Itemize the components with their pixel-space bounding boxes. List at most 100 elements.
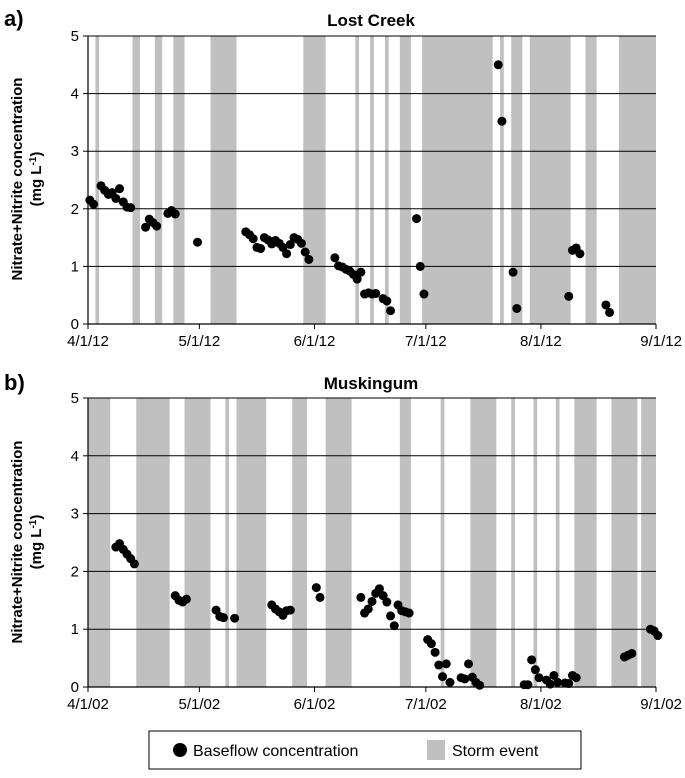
gridlines	[88, 397, 656, 688]
baseflow-point-40	[438, 672, 448, 682]
y-axis-label-main: Nitrate+Nitrite concentration	[9, 441, 26, 644]
axes	[87, 36, 656, 325]
y-axis-unit-close: )	[28, 515, 45, 520]
storm-event-10	[511, 398, 515, 687]
storm-event-13	[529, 36, 571, 324]
baseflow-point-17	[170, 209, 180, 219]
baseflow-point-53	[415, 261, 425, 271]
baseflow-point-44	[460, 674, 470, 684]
legend: Baseflow concentration Storm event	[148, 730, 582, 770]
y-tick-label-5: 5	[71, 28, 79, 45]
baseflow-point-1	[89, 199, 99, 209]
panel-muskingum: b) Muskingum Nitrate+Nitrite concentrati…	[4, 370, 682, 713]
baseflow-point-10	[126, 203, 136, 213]
storm-event-9	[399, 36, 411, 324]
baseflow-point-45	[464, 659, 474, 669]
baseflow-point-25	[367, 596, 377, 606]
baseflow-point-44	[356, 267, 366, 277]
baseflow-point-13	[230, 613, 240, 623]
baseflow-point-63	[601, 300, 611, 310]
baseflow-point-12	[219, 613, 229, 623]
baseflow-point-67	[653, 631, 663, 641]
y-tick-label-0: 0	[71, 679, 79, 696]
panel-label-b: b)	[4, 370, 25, 395]
y-tick-label-1: 1	[71, 621, 79, 638]
baseflow-point-27	[374, 584, 384, 594]
storm-event-3	[225, 398, 230, 687]
x-tick-label-3: 7/1/12	[405, 333, 447, 350]
baseflow-points	[85, 60, 615, 317]
y-axis-unit: (mg L	[28, 166, 45, 207]
y-axis-label-lost-creek: Nitrate+Nitrite concentration	[9, 78, 26, 281]
x-tick-label-0: 4/1/12	[67, 333, 109, 350]
x-tick-label-1: 5/1/12	[179, 333, 221, 350]
x-tick-label-5: 9/1/02	[640, 696, 682, 713]
storm-event-15	[641, 398, 656, 687]
baseflow-point-48	[475, 680, 485, 690]
y-tick-label-3: 3	[71, 143, 79, 160]
panel-lost-creek: a) Lost Creek Nitrate+Nitrite concentrat…	[4, 6, 682, 350]
legend-storm-label: Storm event	[452, 743, 539, 760]
baseflow-point-54	[419, 289, 429, 299]
baseflow-point-42	[445, 677, 455, 687]
y-tick-label-3: 3	[71, 506, 79, 523]
y-axis-unit-lost-creek: (mg L-1)	[28, 152, 46, 207]
baseflow-point-64	[605, 307, 615, 317]
y-tick-label-4: 4	[71, 86, 79, 103]
baseflow-point-56	[497, 116, 507, 126]
baseflow-point-29	[382, 597, 392, 607]
baseflow-point-31	[285, 240, 295, 250]
storm-event-2	[184, 398, 211, 687]
baseflow-point-39	[434, 660, 444, 670]
x-tick-label-2: 6/1/12	[294, 333, 336, 350]
y-tick-labels: 0 1 2 3 4 5	[71, 28, 88, 333]
baseflow-point-51	[386, 306, 396, 316]
baseflow-point-58	[512, 303, 522, 313]
y-tick-label-5: 5	[71, 390, 79, 407]
baseflow-point-55	[493, 60, 503, 70]
baseflow-point-36	[304, 254, 314, 264]
storm-event-14	[585, 36, 597, 324]
storm-event-15	[618, 36, 656, 324]
y-axis-unit-close: )	[28, 152, 45, 157]
baseflow-point-50	[523, 680, 533, 690]
legend-baseflow-marker	[173, 743, 187, 757]
y-axis-label-main: Nitrate+Nitrite concentration	[9, 78, 26, 281]
baseflow-point-59	[564, 291, 574, 301]
storm-event-11	[500, 36, 504, 324]
storm-event-8	[384, 36, 389, 324]
baseflow-point-41	[441, 659, 451, 669]
baseflow-point-31	[389, 621, 399, 631]
baseflow-point-37	[330, 253, 340, 263]
storm-event-11	[533, 398, 538, 687]
baseflow-point-61	[571, 673, 581, 683]
baseflow-point-37	[426, 639, 436, 649]
baseflow-point-30	[282, 249, 292, 259]
storm-event-14	[611, 398, 638, 687]
baseflow-point-5	[129, 559, 139, 569]
baseflow-point-21	[315, 592, 325, 602]
axes	[87, 398, 656, 688]
baseflow-point-43	[352, 274, 362, 284]
baseflow-point-64	[627, 648, 637, 658]
storm-event-1	[132, 36, 140, 324]
storm-events	[88, 398, 656, 687]
baseflow-point-57	[553, 677, 563, 687]
baseflow-points	[111, 539, 663, 690]
y-axis-label-muskingum: Nitrate+Nitrite concentration	[9, 441, 26, 644]
x-tick-label-2: 6/1/02	[294, 696, 336, 713]
x-tick-label-4: 8/1/12	[520, 333, 562, 350]
storm-event-0	[95, 36, 100, 324]
baseflow-point-14	[152, 221, 162, 231]
storm-event-0	[88, 398, 111, 687]
baseflow-point-56	[549, 670, 559, 680]
baseflow-point-22	[356, 592, 366, 602]
y-tick-labels: 0 1 2 3 4 5	[71, 390, 88, 696]
y-tick-label-4: 4	[71, 448, 79, 465]
baseflow-point-62	[575, 249, 585, 259]
baseflow-point-34	[296, 238, 306, 248]
storm-event-2	[154, 36, 163, 324]
baseflow-point-38	[430, 647, 440, 657]
x-tick-label-4: 8/1/02	[520, 696, 562, 713]
baseflow-point-7	[115, 184, 125, 194]
